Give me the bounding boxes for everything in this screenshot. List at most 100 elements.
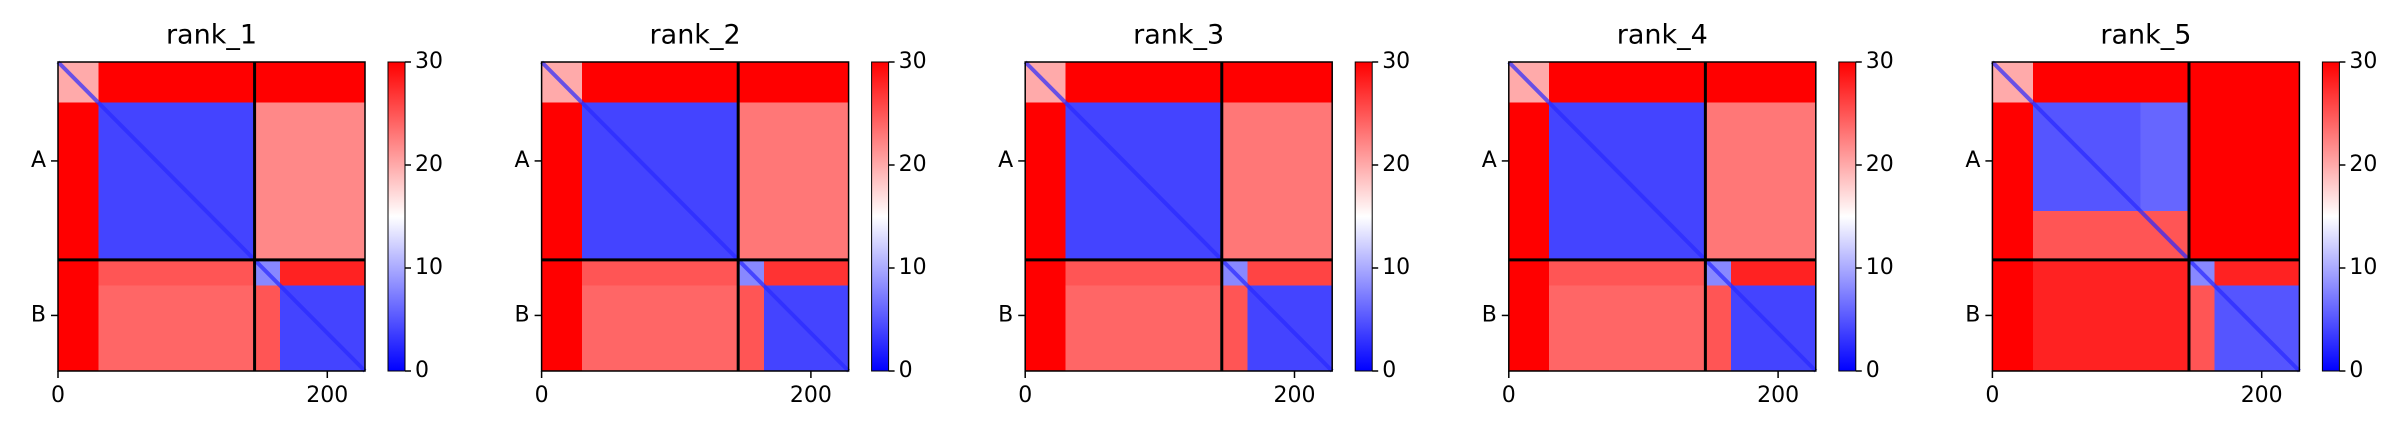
heatmap-cell (254, 285, 281, 371)
heatmap-cell (58, 102, 99, 212)
colorbar (387, 61, 406, 372)
colorbar-tick-label: 0 (1866, 358, 1880, 383)
diagonal (1023, 60, 1334, 373)
heatmap-cell (689, 62, 739, 103)
heatmap-cell (1992, 259, 2033, 286)
colorbar-tick-label: 20 (2349, 152, 2377, 177)
colorbar-tick-label: 30 (1382, 49, 1410, 74)
heatmap-cell (1247, 211, 1333, 260)
plot-frame (540, 61, 850, 372)
x-tick-label: 0 (1502, 383, 1516, 408)
heatmap-cell (2140, 259, 2189, 286)
colorbar-tick-label: 30 (2349, 49, 2377, 74)
heatmap-cell (2032, 62, 2141, 103)
y-tick-label: A (1965, 148, 1980, 173)
plot-frame (1508, 61, 1817, 372)
panel-title: rank_5 (2100, 20, 2191, 51)
heatmap-cell (254, 102, 281, 212)
x-tick-label: 200 (1273, 383, 1315, 408)
heatmap-cell (2214, 62, 2300, 103)
diagonal (1990, 60, 2301, 373)
heatmap-cell (1656, 285, 1706, 371)
x-tick-label: 0 (535, 383, 549, 408)
panel-title: rank_1 (166, 20, 257, 51)
heatmap-cell (689, 259, 739, 286)
heatmap-cell (2032, 285, 2141, 371)
y-tick-label: B (31, 302, 46, 327)
heatmap-cell (206, 259, 255, 286)
diagonal (1507, 60, 1818, 373)
x-tick-label: 0 (1985, 383, 1999, 408)
heatmap-cell (206, 285, 255, 371)
heatmap-cell (58, 259, 99, 286)
colorbar-tick-label: 0 (899, 358, 913, 383)
heatmap-cell (581, 211, 690, 260)
heatmap-cell (206, 102, 255, 212)
heatmap-cell (1065, 285, 1174, 371)
heatmap-cell (581, 259, 690, 286)
heatmap-cell (541, 211, 582, 260)
colorbar-tick-label: 0 (2349, 358, 2363, 383)
y-tick-label: A (1482, 148, 1497, 173)
heatmap-cell (1705, 211, 1731, 260)
heatmap-cell (763, 211, 849, 260)
heatmap-cell (2032, 211, 2141, 260)
heatmap-cell (254, 62, 281, 103)
heatmap-cell (98, 259, 207, 286)
colorbar-tick-label: 30 (899, 49, 927, 74)
diagonal (56, 60, 367, 373)
heatmap-cell (1705, 285, 1731, 371)
heatmap-cell (2214, 102, 2300, 212)
colorbar-tick-label: 20 (415, 152, 443, 177)
heatmap-cell (1730, 62, 1816, 103)
x-tick-label: 0 (1018, 383, 1032, 408)
colorbar (1354, 61, 1373, 372)
heatmap-cell (1730, 102, 1816, 212)
heatmap-cell (2214, 259, 2300, 286)
heatmap-cell (738, 211, 764, 260)
heatmap-cell (2188, 62, 2215, 103)
heatmap-cell (280, 102, 365, 212)
heatmap-cell (1025, 285, 1066, 371)
heatmap-cell (738, 62, 764, 103)
heatmap-cell (1065, 259, 1174, 286)
colorbar-tick-label: 10 (2349, 255, 2377, 280)
heatmap-cell (1025, 102, 1066, 212)
y-tick-label: A (31, 148, 46, 173)
heatmap-cell (1656, 102, 1706, 212)
heatmap-cell (541, 102, 582, 212)
panel-title: rank_3 (1133, 20, 1224, 51)
colorbar-tick-label: 20 (1382, 152, 1410, 177)
heatmap-cell (2140, 62, 2189, 103)
colorbar-tick-label: 10 (1866, 255, 1894, 280)
heatmap-cell (763, 259, 849, 286)
heatmap-cell (280, 62, 365, 103)
heatmap-cell (1221, 102, 1248, 212)
heatmap-cell (98, 285, 207, 371)
colorbar-tick-label: 10 (1382, 255, 1410, 280)
colorbar (2321, 61, 2340, 372)
heatmap-cell (1992, 211, 2033, 260)
heatmap-cell (1065, 62, 1174, 103)
heatmap-cell (1992, 285, 2033, 371)
heatmap-cell (280, 211, 365, 260)
heatmap-cell (541, 259, 582, 286)
heatmap-cell (689, 285, 739, 371)
heatmap-cell (1025, 211, 1066, 260)
heatmap-cell (2188, 211, 2215, 260)
heatmap-cell (1221, 285, 1248, 371)
x-tick-label: 200 (1757, 383, 1799, 408)
heatmap-cell (1549, 211, 1657, 260)
x-tick-label: 200 (2241, 383, 2283, 408)
x-tick-label: 200 (790, 383, 832, 408)
heatmap-cell (1705, 102, 1731, 212)
y-tick-label: B (515, 302, 530, 327)
heatmap-cell (581, 62, 690, 103)
heatmap-cell (738, 102, 764, 212)
heatmap-cell (1247, 62, 1333, 103)
heatmap-cell (1247, 102, 1333, 212)
heatmap-cell (98, 211, 207, 260)
heatmap-cell (1549, 259, 1657, 286)
heatmap-cell (1221, 62, 1248, 103)
